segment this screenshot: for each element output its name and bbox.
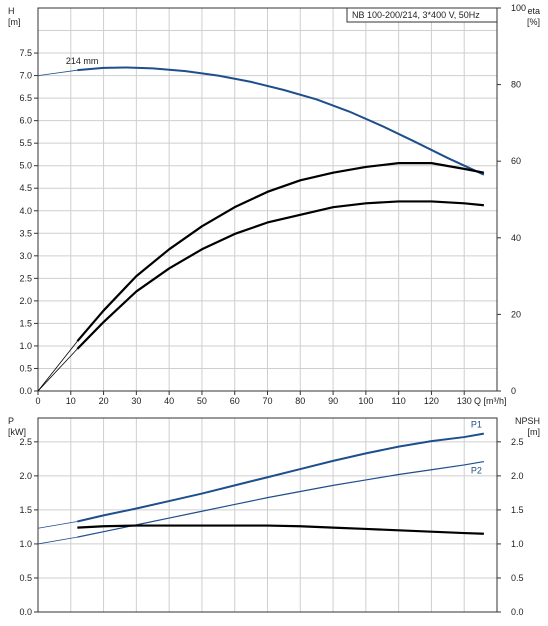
series-line — [77, 66, 485, 176]
y-tick-label-left: 4.5 — [19, 183, 32, 193]
x-tick-label: 0 — [35, 396, 40, 406]
series-line-extrapolated — [37, 521, 78, 529]
y-tick-label-right: 2.5 — [511, 437, 524, 447]
y-tick-label-left: 0.5 — [19, 573, 32, 583]
series-label: 214 mm — [66, 56, 99, 66]
y-axis-left-unit: [m] — [8, 17, 21, 27]
series-label: P1 — [471, 420, 482, 430]
x-tick-label: 50 — [197, 396, 207, 406]
series-label: P2 — [471, 466, 482, 476]
y-tick-label-right: 2.0 — [511, 471, 524, 481]
x-tick-label: 80 — [295, 396, 305, 406]
x-tick-label: 40 — [164, 396, 174, 406]
y-tick-label-right: 1.0 — [511, 539, 524, 549]
y-tick-label-right: 100 — [511, 3, 526, 13]
series-line-extrapolated — [37, 348, 78, 392]
y-tick-label-left: 0.0 — [19, 386, 32, 396]
y-tick-label-left: 1.5 — [19, 505, 32, 515]
y-tick-label-right: 80 — [511, 80, 521, 90]
y-tick-label-right: 40 — [511, 233, 521, 243]
y-axis-right-name: NPSH — [515, 416, 540, 426]
x-tick-label: 120 — [424, 396, 439, 406]
y-tick-label-right: 0.0 — [511, 607, 524, 617]
y-axis-right-unit: [m] — [528, 427, 541, 437]
y-tick-label-right: 0 — [511, 386, 516, 396]
y-tick-label-left: 3.5 — [19, 228, 32, 238]
y-tick-label-left: 2.5 — [19, 437, 32, 447]
y-tick-label-left: 7.5 — [19, 48, 32, 58]
series-line-extrapolated — [37, 69, 78, 76]
x-tick-label: 100 — [358, 396, 373, 406]
y-tick-label-left: 1.0 — [19, 341, 32, 351]
series-line-extrapolated — [37, 340, 78, 392]
y-tick-label-left: 5.5 — [19, 138, 32, 148]
y-tick-label-left: 3.0 — [19, 251, 32, 261]
y-axis-right-name: eta — [527, 6, 540, 16]
x-tick-label: 30 — [131, 396, 141, 406]
y-tick-label-left: 2.5 — [19, 273, 32, 283]
y-axis-left-name: P — [8, 416, 14, 426]
y-tick-label-left: 1.0 — [19, 539, 32, 549]
y-axis-right-unit: [%] — [527, 17, 540, 27]
x-tick-label: 90 — [328, 396, 338, 406]
y-tick-label-left: 5.0 — [19, 161, 32, 171]
x-tick-label: 20 — [99, 396, 109, 406]
x-tick-label: 110 — [391, 396, 405, 406]
y-tick-label-left: 2.0 — [19, 471, 32, 481]
x-tick-label: 10 — [66, 396, 76, 406]
x-axis-label: Q [m³/h] — [474, 396, 507, 406]
plot-frame — [37, 417, 498, 613]
y-tick-label-left: 0.5 — [19, 363, 32, 373]
x-tick-label: 70 — [262, 396, 272, 406]
x-tick-label: 60 — [230, 396, 240, 406]
head-efficiency-panel: 0.0 0.5 1.0 1.5 2.0 2.5 3.0 3.5 4.0 4.5 5.0 5.5 6.0 6… — [8, 3, 540, 406]
y-axis-left-name: H — [8, 6, 15, 16]
series-line — [77, 460, 484, 538]
y-tick-label-right: 1.5 — [511, 505, 524, 515]
y-tick-label-left: 1.5 — [19, 318, 32, 328]
y-tick-label-right: 20 — [511, 309, 521, 319]
y-tick-label-left: 4.0 — [19, 206, 32, 216]
series-line — [76, 200, 484, 350]
y-tick-label-left: 6.5 — [19, 93, 32, 103]
chart-title: NB 100-200/214, 3*400 V, 50Hz — [352, 10, 480, 20]
y-tick-label-left: 7.0 — [19, 71, 32, 81]
title-box — [346, 7, 498, 23]
x-tick-label: 130 — [457, 396, 472, 406]
y-tick-label-left: 6.0 — [19, 116, 32, 126]
power-npsh-panel: 0.0 0.5 1.0 1.5 2.0 2.5 0.0 0.5 1.0 1.5 2.0 2.5 P[kW… — [8, 416, 540, 617]
y-axis-left-unit: [kW] — [8, 427, 26, 437]
series-line — [77, 524, 484, 535]
series-line — [77, 432, 485, 523]
series-line — [76, 162, 485, 342]
y-tick-label-right: 60 — [511, 156, 521, 166]
y-tick-label-left: 0.0 — [19, 607, 32, 617]
y-tick-label-left: 2.0 — [19, 296, 32, 306]
y-tick-label-right: 0.5 — [511, 573, 524, 583]
series-line-extrapolated — [37, 536, 78, 545]
